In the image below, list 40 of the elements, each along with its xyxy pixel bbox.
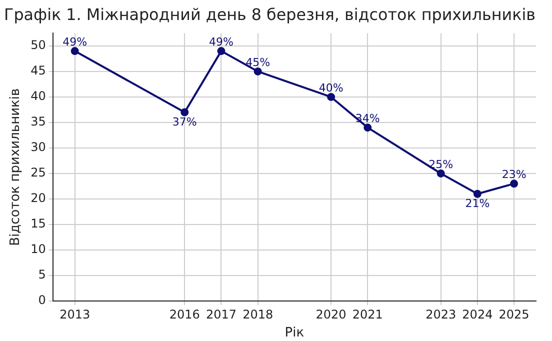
y-tick-label: 20: [30, 191, 46, 206]
x-tick-label: 2017: [206, 307, 237, 322]
point: [327, 92, 336, 101]
y-tick-label: 45: [30, 64, 46, 78]
x-tick-label: 2018: [242, 307, 274, 322]
y-tick-label: 15: [30, 216, 46, 231]
y-tick-label: 35: [30, 114, 46, 129]
data-label: 23%: [502, 168, 526, 182]
data-label: 49%: [209, 35, 234, 48]
x-tick-label: 2020: [316, 307, 346, 322]
y-tick-label: 5: [38, 268, 46, 282]
data-label: 49%: [62, 35, 88, 48]
x-tick-label: 2021: [352, 307, 383, 322]
x-tick-label: 2025: [498, 307, 530, 322]
point: [436, 169, 445, 178]
x-tick-label: 2013: [60, 307, 90, 322]
y-axis-title: Відсоток прихильників: [8, 88, 24, 246]
x-axis-title: Рік: [284, 326, 304, 341]
y-tick-label: 25: [30, 166, 46, 180]
data-label: 21%: [465, 197, 490, 210]
point: [217, 47, 226, 56]
chart-title: Графік 1. Міжнародний день 8 березня, відсоток прихильників: [4, 4, 536, 24]
point: [70, 47, 79, 56]
data-label: 37%: [172, 116, 197, 129]
x-tick-label: 2024: [462, 307, 493, 322]
data-label: 45%: [246, 56, 270, 69]
x-tick-label: 2023: [426, 307, 456, 322]
y-tick-label: 0: [38, 293, 46, 308]
point: [254, 67, 262, 76]
point: [510, 180, 518, 188]
x-tick-label: 2016: [169, 307, 200, 322]
y-tick-label: 10: [30, 242, 46, 256]
data-label: 34%: [355, 112, 380, 125]
data-label: 40%: [318, 81, 344, 94]
y-tick-label: 40: [30, 89, 46, 104]
point: [364, 124, 372, 132]
y-tick-label: 50: [30, 38, 46, 52]
point: [180, 108, 189, 116]
point: [473, 190, 482, 198]
y-tick-label: 30: [30, 140, 46, 154]
